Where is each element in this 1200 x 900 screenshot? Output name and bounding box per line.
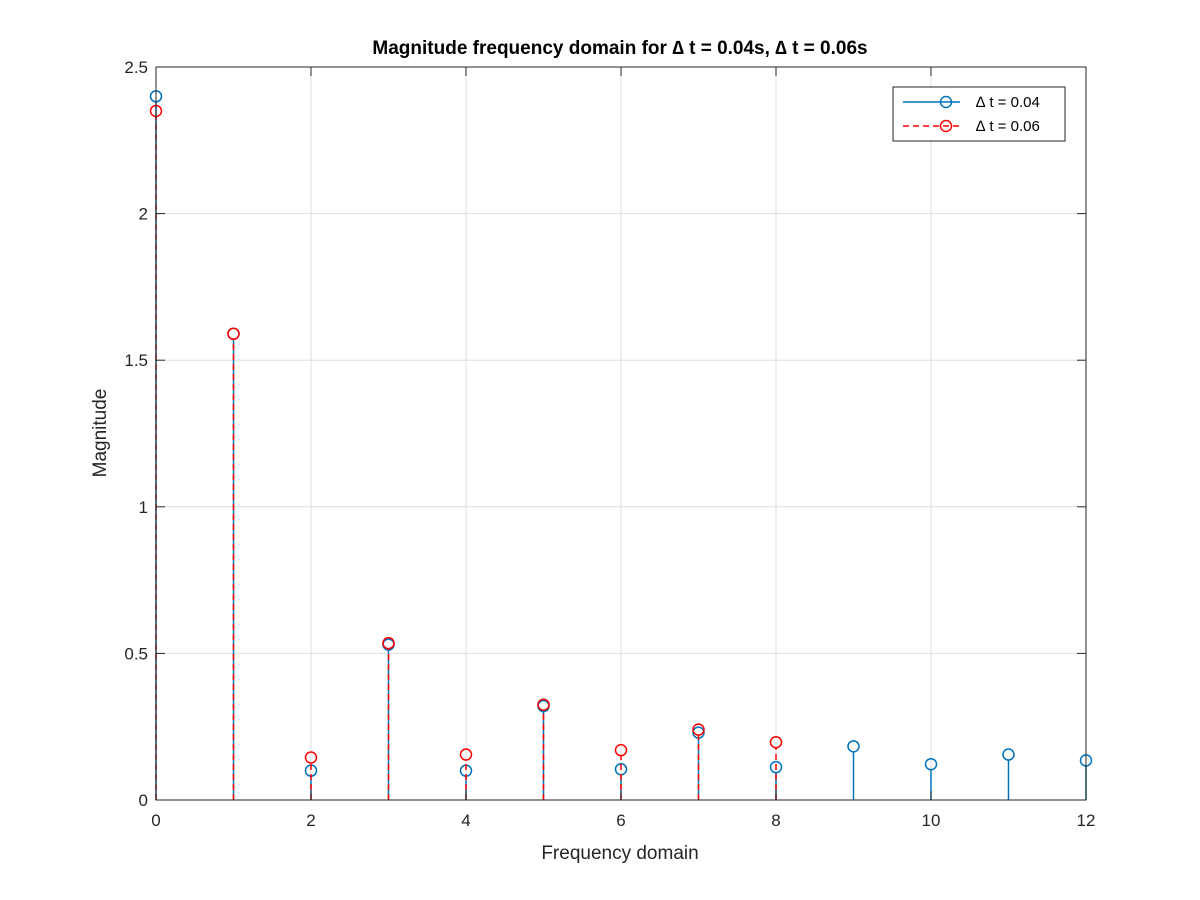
x-axis-title: Frequency domain	[541, 843, 698, 864]
stem-marker-series-2	[382, 636, 395, 650]
y-tick-label: 2.5	[124, 58, 148, 77]
y-tick-label: 0	[139, 791, 148, 810]
legend: ∆ t = 0.04 ∆ t = 0.06	[892, 86, 1066, 142]
legend-marker-series-2	[939, 119, 953, 133]
stem-marker-series-2	[692, 723, 705, 736]
y-tick-label: 0.5	[124, 644, 148, 663]
x-tick-label: 4	[461, 811, 470, 830]
x-tick-label: 12	[1077, 811, 1096, 830]
chart-title: Magnitude frequency domain for ∆ t = 0.0…	[372, 38, 867, 59]
x-tick-label: 8	[771, 811, 780, 830]
legend-marker-series-1	[939, 95, 953, 109]
tick-labels: 0 2 4 6 8 10 12 0 0.5 1 1.5 2 2.5	[124, 58, 1095, 830]
y-tick-label: 1	[139, 498, 148, 517]
stem-marker-series-2	[304, 751, 318, 764]
stem-marker-series-2	[769, 735, 783, 749]
grid	[156, 67, 1086, 800]
stem-marker-series-2	[459, 748, 473, 761]
stem-marker-series-1	[1002, 748, 1015, 761]
x-tick-label: 2	[306, 811, 315, 830]
y-tick-label: 1.5	[124, 351, 148, 370]
legend-label-series-1: ∆ t = 0.04	[976, 94, 1040, 111]
stem-marker-series-1	[769, 760, 783, 774]
stem-marker-series-1	[847, 740, 860, 753]
stem-marker-series-2	[227, 327, 240, 341]
x-tick-label: 0	[151, 811, 160, 830]
y-tick-label: 2	[139, 205, 148, 224]
legend-box	[892, 86, 1066, 142]
axes	[155, 66, 1087, 801]
x-tick-label: 6	[616, 811, 625, 830]
x-tick-label: 10	[922, 811, 941, 830]
stem-marker-series-2	[537, 698, 550, 711]
legend-label-series-2: ∆ t = 0.06	[976, 118, 1040, 135]
stem-marker-series-2	[614, 743, 628, 757]
y-axis-title: Magnitude	[90, 389, 111, 478]
stem-marker-series-1	[924, 757, 938, 771]
